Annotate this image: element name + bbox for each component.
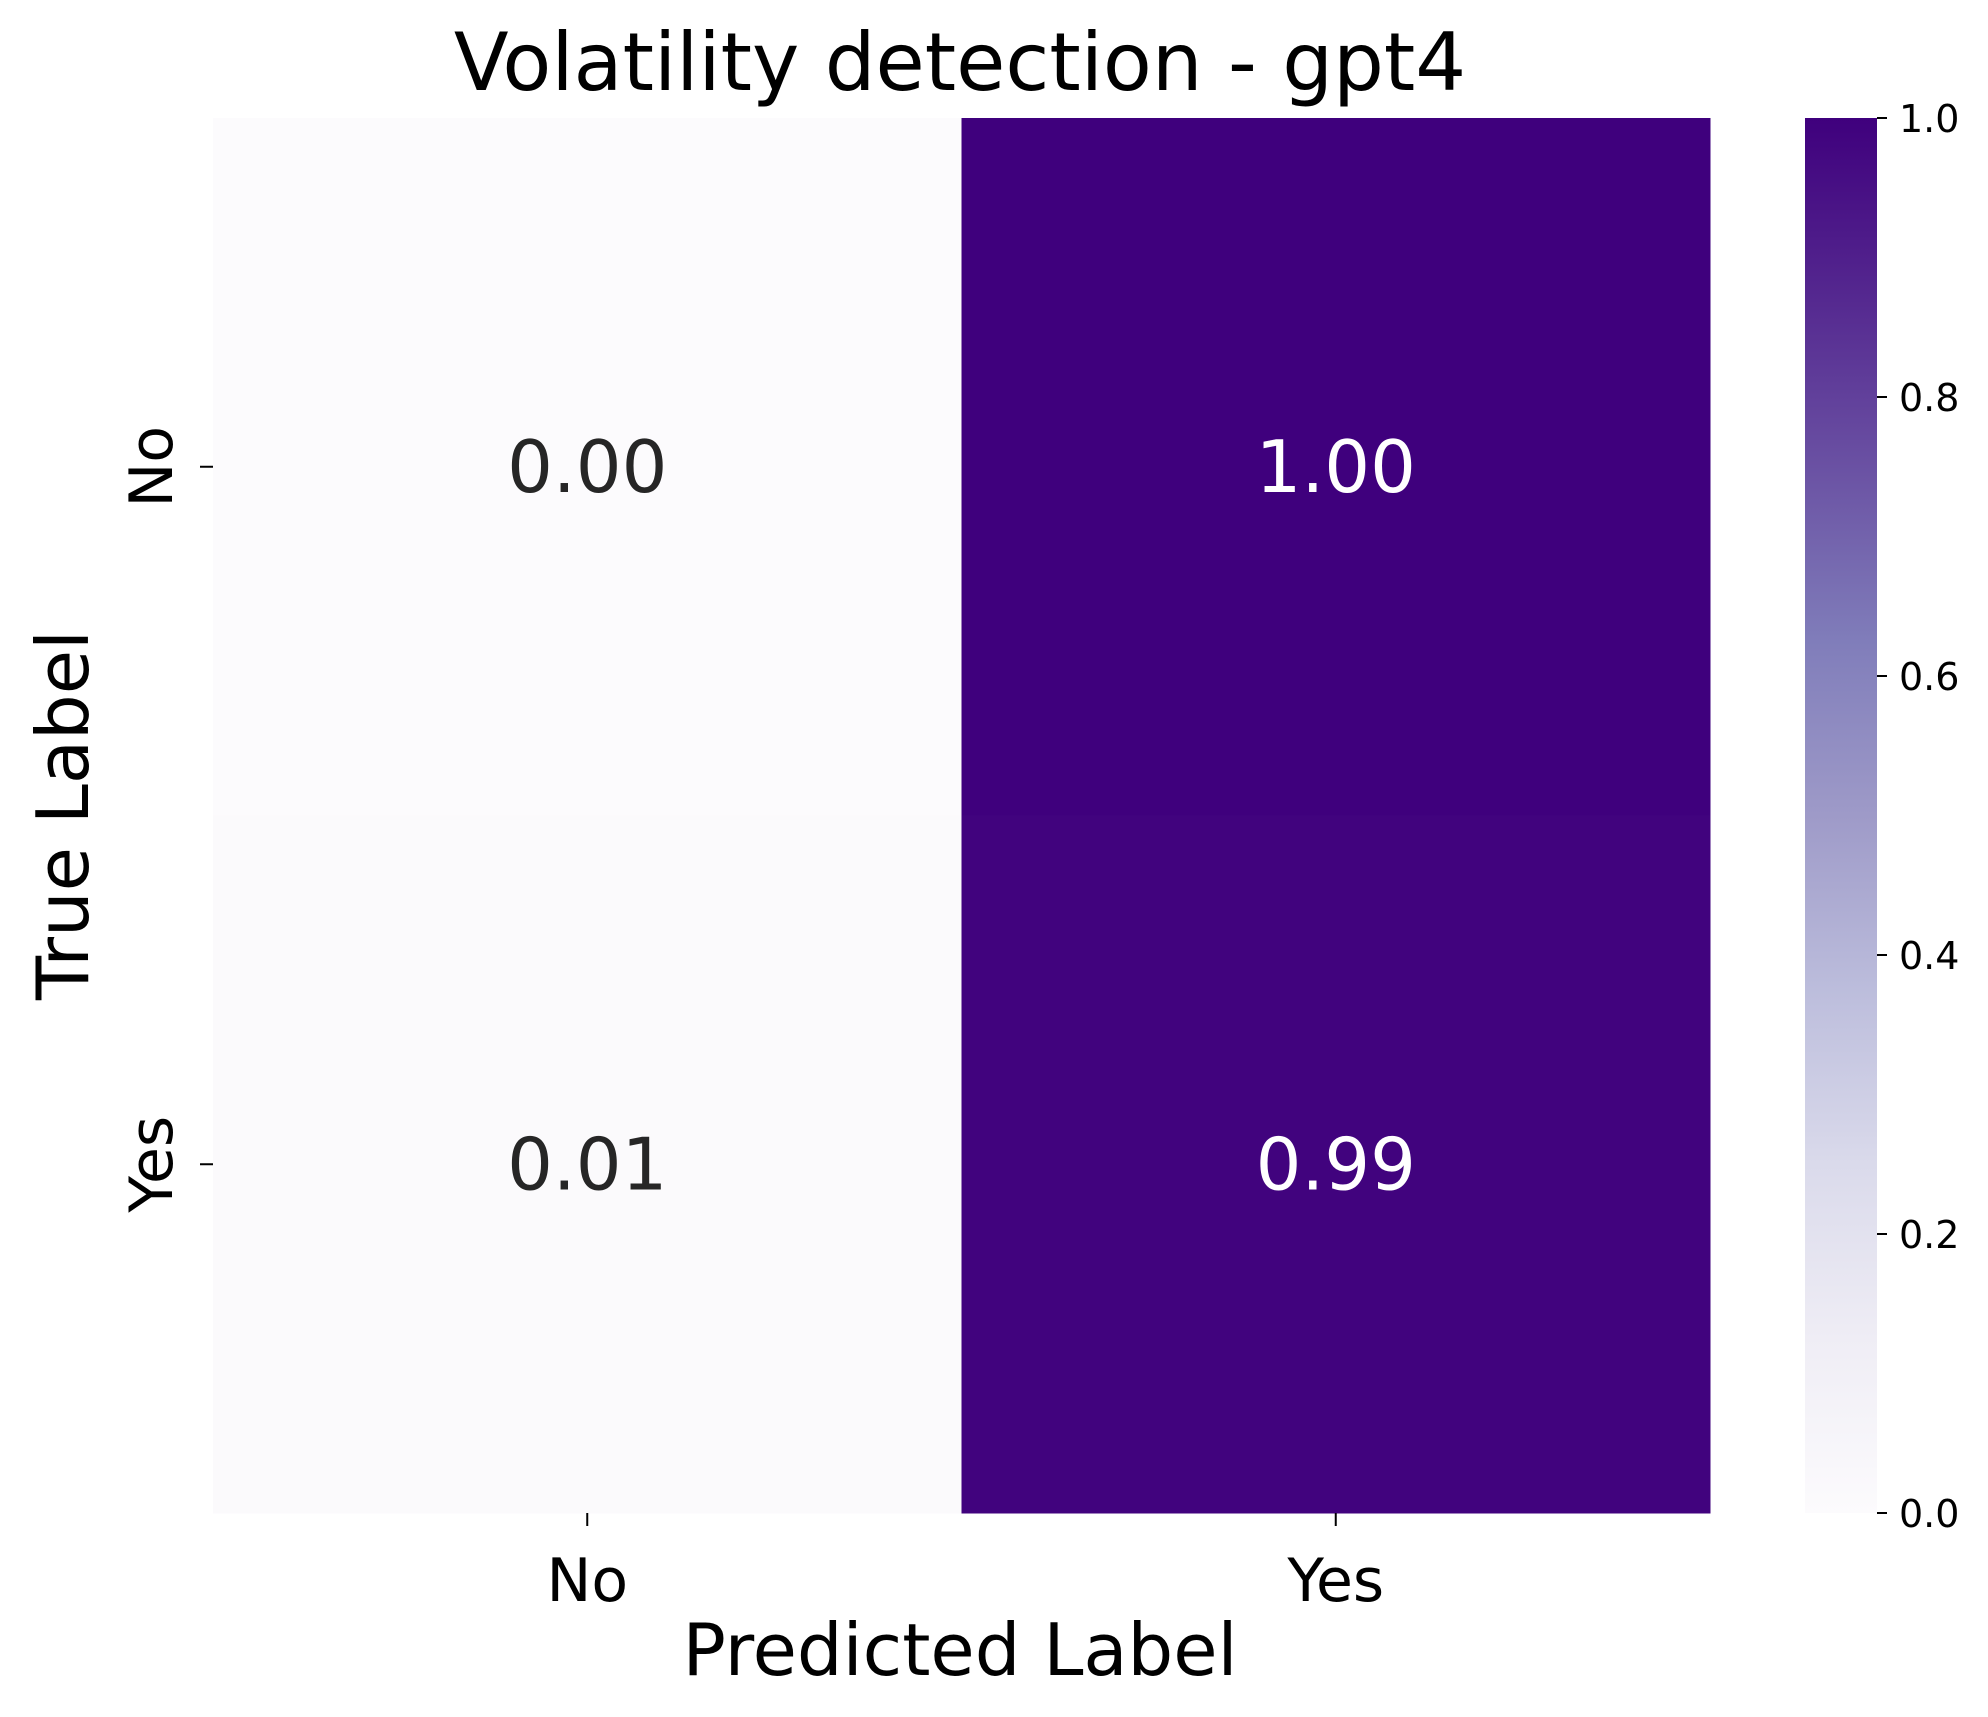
- heatmap-cells: [213, 118, 1711, 1514]
- colorbar-tick-label: 0.4: [1899, 934, 1959, 978]
- colorbar: [1805, 118, 1877, 1513]
- heatmap-cell-yes-no: [213, 815, 962, 1514]
- y-axis-label: True Label: [21, 630, 105, 1001]
- y-tick-label: Yes: [117, 1116, 187, 1214]
- cell-value-label: 0.00: [507, 425, 667, 509]
- colorbar-ticks: 0.0 0.2 0.4 0.6 0.8 1.0: [1877, 97, 1959, 1536]
- x-axis-label: Predicted Label: [682, 1608, 1237, 1692]
- heatmap-cell-no-yes: [961, 118, 1711, 816]
- y-axis-ticks: No Yes: [117, 426, 213, 1214]
- heatmap-annotations: 0.00 1.00 0.01 0.99: [507, 425, 1416, 1207]
- x-tick-label: Yes: [1286, 1546, 1384, 1616]
- colorbar-tick-label: 0.6: [1899, 655, 1959, 699]
- colorbar-tick-label: 0.8: [1899, 376, 1959, 420]
- cell-value-label: 0.01: [507, 1122, 667, 1206]
- chart-title: Volatility detection - gpt4: [454, 16, 1466, 109]
- heatmap-cell-no-no: [213, 118, 962, 816]
- colorbar-tick-label: 1.0: [1899, 97, 1959, 141]
- y-tick-label: No: [117, 426, 187, 508]
- colorbar-tick-label: 0.2: [1899, 1213, 1959, 1257]
- colorbar-tick-label: 0.0: [1899, 1492, 1959, 1536]
- x-axis-ticks: No Yes: [546, 1513, 1384, 1616]
- heatmap-cell-yes-yes: [961, 815, 1711, 1514]
- cell-value-label: 1.00: [1256, 425, 1416, 509]
- cell-value-label: 0.99: [1256, 1122, 1416, 1206]
- x-tick-label: No: [546, 1546, 628, 1616]
